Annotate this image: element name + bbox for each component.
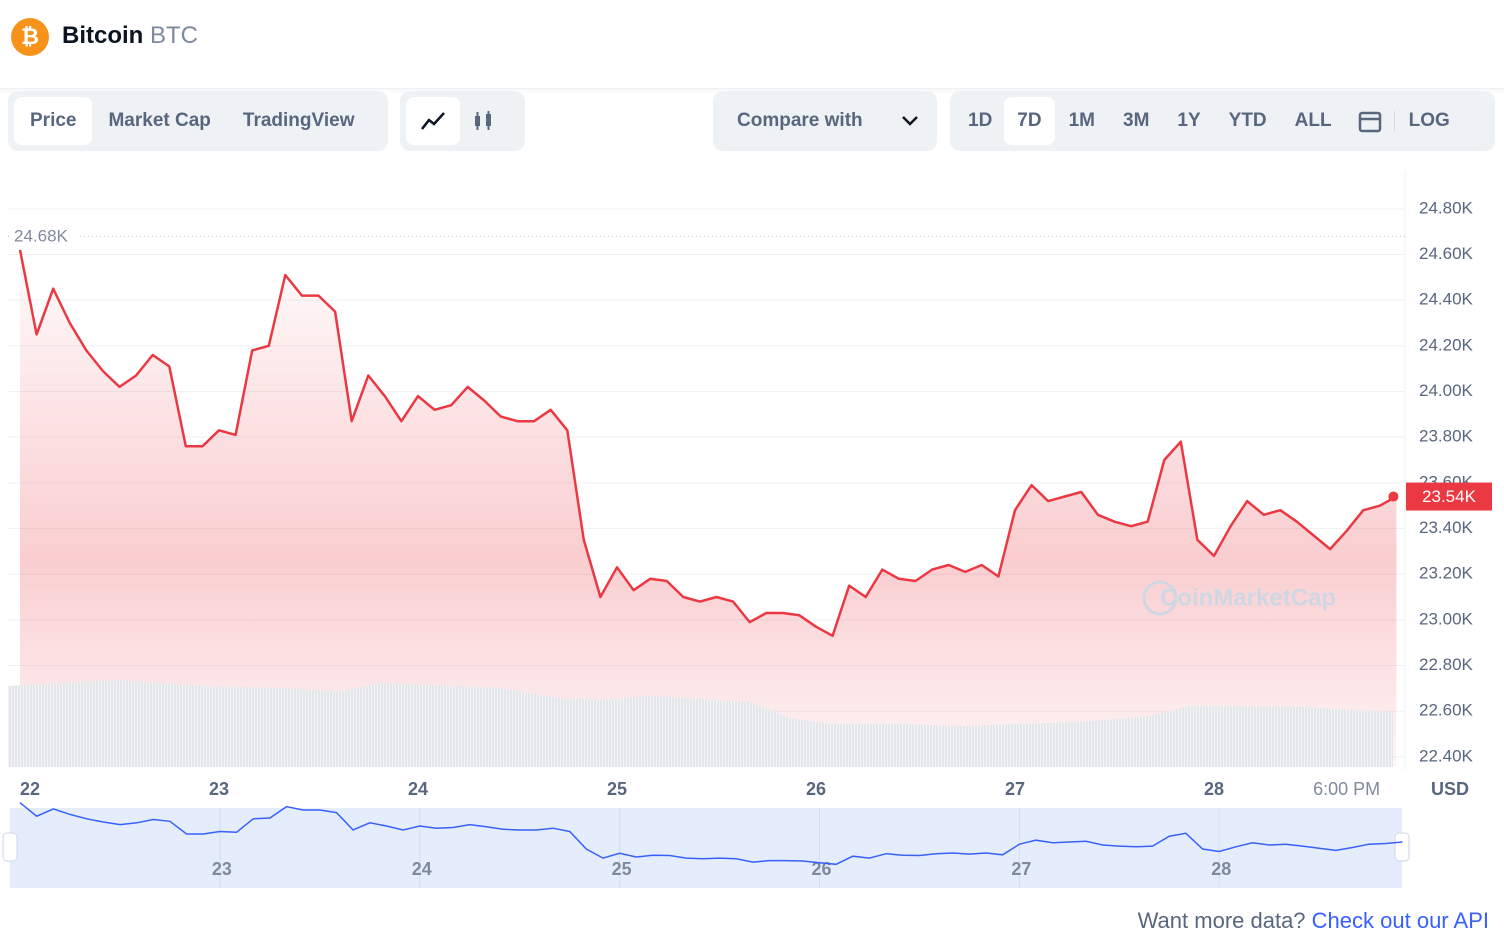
navigator-label: 23 [212,859,232,879]
coin-title: Bitcoin BTC [62,22,198,50]
price-tag [1406,482,1492,511]
y-tick-label: 23.00K [1419,609,1474,628]
y-tick-label: 22.80K [1419,655,1474,674]
x-tick-label: 24 [408,779,428,799]
tab[interactable]: Price [14,97,93,145]
range-button[interactable]: 7D [1004,97,1055,145]
x-tick-label: 25 [607,779,627,799]
navigator-line [19,802,1403,866]
line-chart-button[interactable] [406,97,460,145]
x-tick-label: 6:00 PM [1313,779,1380,799]
navigator-label: 27 [1011,859,1031,879]
navigator-label: 24 [412,859,432,879]
max-label: 24.68K [14,227,69,246]
range-button[interactable]: 1Y [1177,110,1201,131]
range-button[interactable]: 1M [1068,110,1095,131]
navigator[interactable] [10,808,1402,888]
coin-symbol: BTC [150,22,198,49]
y-tick-label: 24.60K [1419,244,1474,263]
candle-chart-button[interactable] [460,97,506,145]
chart-type-group [400,91,525,151]
footer-text: Want more data? [1137,908,1306,933]
compare-dropdown[interactable]: Compare with [713,91,937,151]
watermark: CoinMarketCap [1160,584,1336,611]
x-tick-label: 28 [1204,779,1224,799]
y-tick-label: 23.40K [1419,518,1474,537]
api-link[interactable]: Check out our API [1311,908,1489,933]
navigator-handle[interactable] [2,832,18,862]
y-tick-label: 24.00K [1419,381,1474,400]
x-tick-label: 22 [20,779,40,799]
y-tick-label: 22.40K [1419,746,1474,765]
y-tick-label: 24.40K [1419,290,1474,309]
last-point [1388,491,1399,502]
y-tick-label: 23.80K [1419,427,1474,446]
navigator-label: 28 [1211,859,1231,879]
log-toggle[interactable]: LOG [1408,110,1450,131]
volume [8,680,1393,767]
header: ₿ Bitcoin BTC [0,0,1504,89]
navigator-handle[interactable] [1394,832,1410,862]
y-tick-label: 22.60K [1419,701,1474,720]
watermark-logo [1142,580,1178,616]
separator [1393,111,1395,131]
y-tick-label: 24.80K [1419,198,1474,217]
x-tick-label: 26 [806,779,826,799]
tab[interactable]: Market Cap [108,110,211,131]
y-tick-label: 23.20K [1419,564,1474,583]
currency-label: USD [1431,779,1469,799]
coin-icon: ₿ [11,18,49,56]
x-tick-label: 23 [209,779,229,799]
svg-text:₿: ₿ [21,24,39,49]
x-tick-label: 27 [1005,779,1025,799]
range-button[interactable]: ALL [1294,110,1332,131]
range-button[interactable]: 1D [968,110,993,131]
tab-group: Price Market Cap TradingView [8,91,388,151]
range-button[interactable]: 3M [1123,110,1150,131]
compare-label: Compare with [737,110,863,131]
coin-name: Bitcoin [62,22,144,49]
max-label-bg [10,225,78,248]
calendar-button[interactable] [1346,97,1394,145]
price-tag-label: 23.54K [1422,487,1477,506]
y-tick-label: 24.20K [1419,335,1474,354]
footer: Want more data? Check out our API [1138,908,1489,934]
tab[interactable]: TradingView [242,110,355,131]
range-button[interactable]: YTD [1228,110,1267,131]
price-line [18,249,1398,638]
range-group: 1D 7D 1M 3M 1Y YTD ALL LOG [950,91,1495,151]
navigator-label: 25 [612,859,632,879]
area [20,249,1397,766]
